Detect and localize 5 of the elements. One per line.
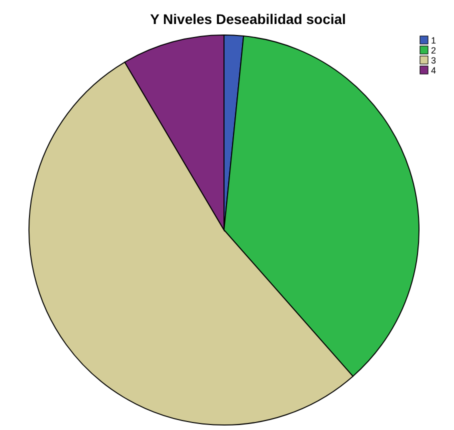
legend-label: 2 bbox=[431, 46, 436, 56]
legend-label: 3 bbox=[431, 56, 436, 66]
chart-title: Y Niveles Deseabilidad social bbox=[150, 11, 346, 27]
legend-label: 4 bbox=[431, 66, 436, 76]
legend-label: 1 bbox=[431, 36, 436, 46]
